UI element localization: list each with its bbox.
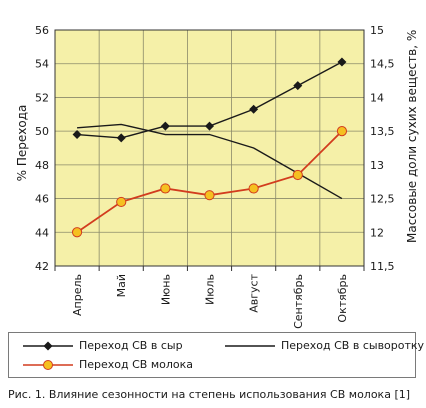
y-left-tick-label: 52 (35, 91, 49, 104)
y-left-tick-label: 48 (35, 159, 49, 172)
data-point-0 (116, 133, 126, 143)
data-point-0 (293, 81, 303, 91)
data-point-2 (204, 190, 215, 201)
data-point-0 (205, 121, 214, 131)
y-right-tick-label: 15 (370, 24, 384, 37)
chart: 42 44 46 48 50 52 54 56 11,5 12 12,5 13 13,5 14 14,5 15… (35, 24, 395, 329)
data-point-2 (71, 227, 83, 238)
y-right-tick-label: 13 (370, 159, 384, 172)
y-left-tick-label: 50 (35, 125, 49, 138)
x-tick-label: Июнь (159, 274, 172, 305)
x-tick-label: Июль (204, 274, 217, 305)
y-left-tick-label: 42 (35, 260, 49, 273)
legend-label-milk: Переход СВ молока (79, 358, 194, 371)
y-right-axis-title: Массовые доли сухих веществ, % (405, 29, 419, 243)
data-point-0 (72, 130, 82, 140)
y-left-tick-label: 54 (35, 58, 49, 71)
y-right-tick-label: 13,5 (370, 125, 395, 138)
y-left-tick-label: 46 (35, 193, 49, 206)
data-point-0 (249, 104, 259, 114)
y-right-tick-label: 14 (370, 91, 384, 104)
data-point-0 (337, 57, 347, 67)
legend-swatch-diamond (23, 341, 73, 351)
data-point-0 (160, 121, 170, 131)
data-point-2 (292, 169, 303, 181)
y-right-tick-label: 12,5 (370, 193, 395, 206)
y-left-axis-title: % Перехода (15, 104, 29, 182)
y-left-tick-label: 44 (35, 226, 49, 239)
y-right-tick-label: 11,5 (370, 260, 395, 273)
legend-label-cheese: Переход СВ в сыр (79, 339, 183, 352)
x-tick-label: Май (115, 274, 128, 297)
x-tick-label: Сентябрь (292, 274, 305, 329)
data-point-2 (116, 196, 127, 208)
y-right-tick-label: 12 (370, 226, 384, 239)
y-right-tick-label: 14,5 (370, 58, 395, 71)
legend: Переход СВ в сыр Переход СВ в сыворотку … (8, 332, 424, 378)
data-point-2 (336, 126, 348, 137)
plot-frame (54, 29, 365, 267)
y-left-tick-label: 56 (35, 24, 49, 37)
data-point-2 (160, 183, 171, 194)
x-tick-label: Август (248, 273, 261, 312)
legend-swatch-line (225, 345, 275, 347)
x-tick-label: Октябрь (336, 274, 349, 323)
plot-area (55, 30, 364, 266)
data-point-2 (248, 183, 259, 194)
x-tick-label: Апрель (71, 274, 84, 316)
figure-caption: Рис. 1. Влияние сезонности на степень ис… (8, 388, 411, 401)
legend-swatch-circle (23, 360, 73, 370)
legend-label-whey: Переход СВ в сыворотку (281, 339, 425, 352)
